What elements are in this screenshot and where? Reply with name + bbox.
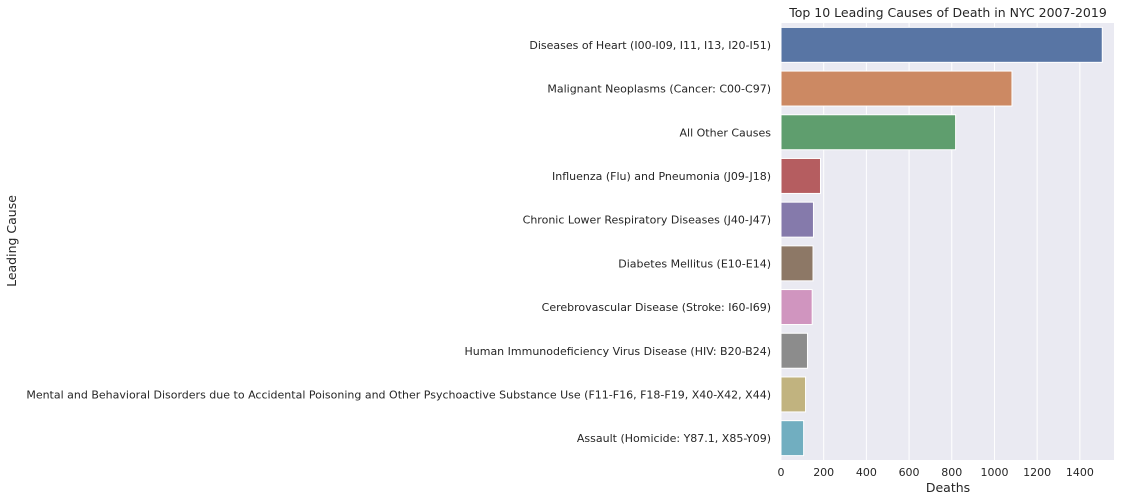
bar <box>781 246 813 281</box>
category-label: Human Immunodeficiency Virus Disease (HI… <box>464 345 771 358</box>
category-label: Malignant Neoplasms (Cancer: C00-C97) <box>547 83 771 96</box>
y-axis-label: Leading Cause <box>4 195 19 287</box>
category-label: All Other Causes <box>680 126 772 139</box>
category-label: Diseases of Heart (I00-I09, I11, I13, I2… <box>529 39 771 52</box>
category-label: Diabetes Mellitus (E10-E14) <box>618 257 771 270</box>
category-label: Mental and Behavioral Disorders due to A… <box>26 388 771 401</box>
bar <box>781 290 812 325</box>
bar <box>781 421 804 456</box>
x-tick-label: 400 <box>856 466 877 479</box>
x-tick-labels: 0 200 400 600 800 1000 1200 1400 <box>778 466 1094 479</box>
category-labels: Diseases of Heart (I00-I09, I11, I13, I2… <box>26 39 771 445</box>
category-label: Influenza (Flu) and Pneumonia (J09-J18) <box>552 170 771 183</box>
category-label: Chronic Lower Respiratory Diseases (J40-… <box>523 214 771 227</box>
x-tick-label: 0 <box>778 466 785 479</box>
bar <box>781 333 807 368</box>
x-tick-label: 1200 <box>1023 466 1051 479</box>
category-label: Assault (Homicide: Y87.1, X85-Y09) <box>577 432 771 445</box>
x-axis-label: Deaths <box>926 480 970 495</box>
bar <box>781 115 956 150</box>
x-tick-label: 1400 <box>1066 466 1094 479</box>
x-tick-label: 600 <box>899 466 920 479</box>
bar <box>781 158 820 193</box>
bar <box>781 377 806 412</box>
x-tick-label: 800 <box>941 466 962 479</box>
category-label: Cerebrovascular Disease (Stroke: I60-I69… <box>542 301 771 314</box>
x-tick-label: 200 <box>813 466 834 479</box>
x-tick-label: 1000 <box>980 466 1008 479</box>
chart-title: Top 10 Leading Causes of Death in NYC 20… <box>788 5 1107 20</box>
bar <box>781 71 1012 106</box>
bar <box>781 27 1102 62</box>
bar <box>781 202 813 237</box>
